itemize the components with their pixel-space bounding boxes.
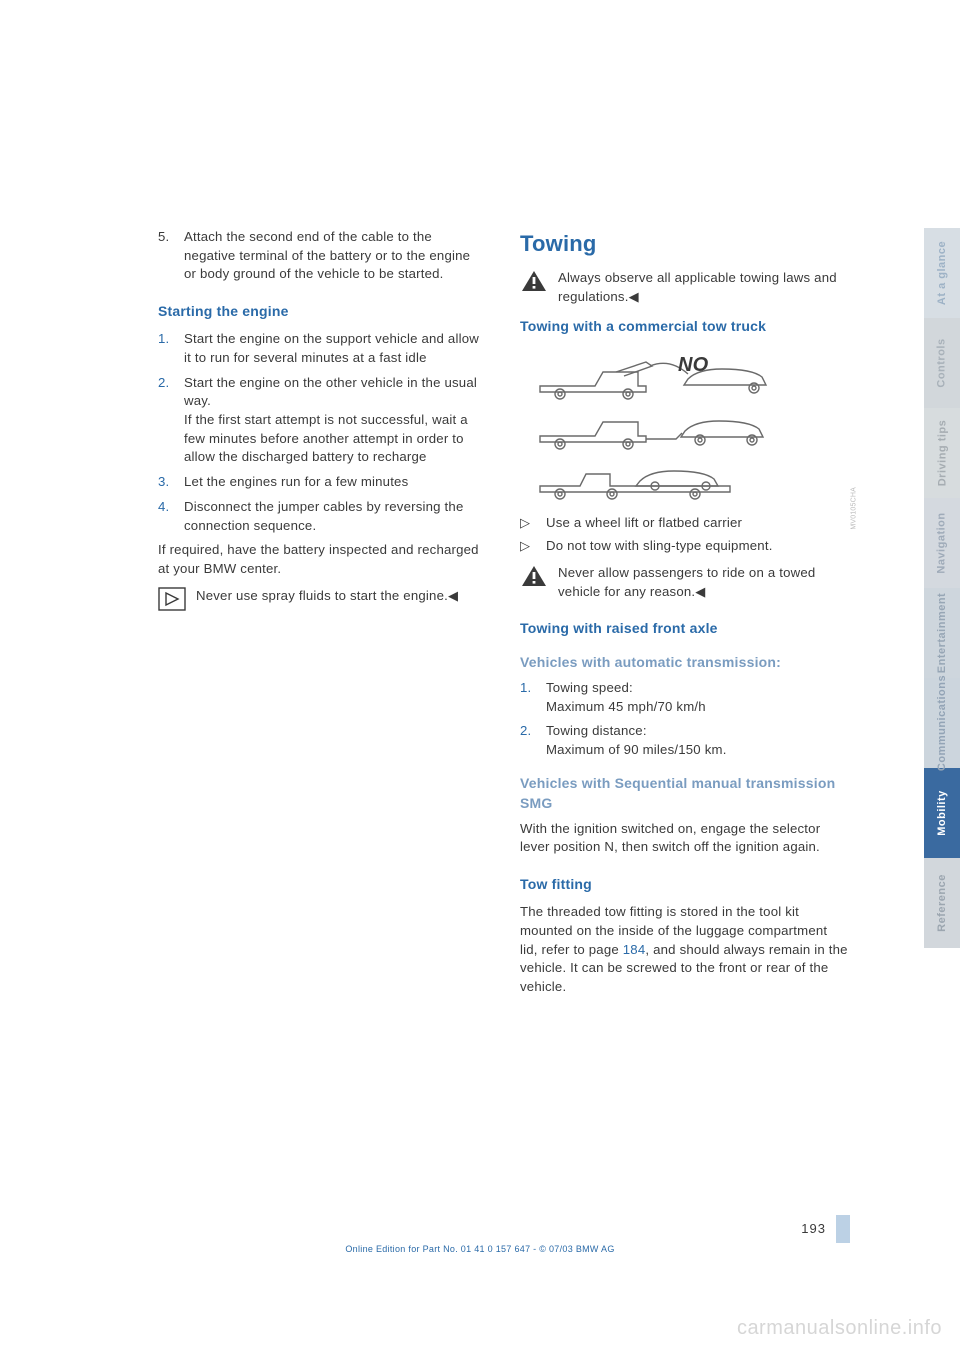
list-number: 1. — [158, 330, 184, 367]
page-number-bar — [836, 1215, 850, 1243]
list-item: 1.Towing speed:Maximum 45 mph/70 km/h — [520, 679, 848, 716]
warning-text: Never allow passengers to ride on a towe… — [558, 564, 848, 601]
paragraph: If required, have the battery inspected … — [158, 541, 486, 578]
list-number: 4. — [158, 498, 184, 535]
side-tab[interactable]: Mobility — [924, 768, 960, 858]
list-text: Do not tow with sling-type equipment. — [546, 537, 773, 556]
list-text: Disconnect the jumper cables by reversin… — [184, 498, 486, 535]
watermark: carmanualsonline.info — [737, 1317, 942, 1340]
list-item: ▷Do not tow with sling-type equipment. — [520, 537, 848, 556]
bullet-icon: ▷ — [520, 537, 546, 556]
ordered-list: 1.Towing speed:Maximum 45 mph/70 km/h2.T… — [520, 679, 848, 760]
list-item: 2.Start the engine on the other vehicle … — [158, 374, 486, 468]
side-tab[interactable]: Controls — [924, 318, 960, 408]
footer-text: Online Edition for Part No. 01 41 0 157 … — [0, 1244, 960, 1254]
side-tab[interactable]: Entertainment — [924, 588, 960, 678]
warning-box: Always observe all applicable towing law… — [520, 269, 848, 306]
side-tab-label: Navigation — [936, 512, 948, 573]
side-tab-label: Reference — [936, 874, 948, 932]
end-marker: ◀ — [448, 588, 458, 603]
side-tab-label: Controls — [936, 338, 948, 387]
subheading-smg: Vehicles with Sequential manual transmis… — [520, 774, 848, 814]
heading-commercial-tow: Towing with a commercial tow truck — [520, 317, 848, 337]
diagram-wrap: NO — [520, 345, 848, 515]
note-text: Never use spray fluids to start the engi… — [196, 587, 486, 611]
side-tab-label: Mobility — [936, 790, 948, 836]
note-body: Never use spray fluids to start the engi… — [196, 588, 448, 603]
side-tab[interactable]: Driving tips — [924, 408, 960, 498]
bullet-list: ▷Use a wheel lift or flatbed carrier▷Do … — [520, 514, 848, 555]
list-item: 2.Towing distance:Maximum of 90 miles/15… — [520, 722, 848, 759]
heading-starting-engine: Starting the engine — [158, 302, 486, 322]
list-text: Start the engine on the support vehicle … — [184, 330, 486, 367]
side-tab[interactable]: Navigation — [924, 498, 960, 588]
list-number: 3. — [158, 473, 184, 492]
list-number: 2. — [158, 374, 184, 468]
left-column: 5. Attach the second end of the cable to… — [158, 228, 486, 1003]
list-text: Towing distance:Maximum of 90 miles/150 … — [546, 722, 848, 759]
page: 5. Attach the second end of the cable to… — [0, 0, 960, 1358]
end-marker: ◀ — [629, 289, 639, 304]
page-reference-link[interactable]: 184 — [623, 942, 646, 957]
side-tab[interactable]: Reference — [924, 858, 960, 948]
paragraph: With the ignition switched on, engage th… — [520, 820, 848, 857]
bullet-icon: ▷ — [520, 514, 546, 533]
paragraph: The threaded tow fitting is stored in th… — [520, 903, 848, 997]
warning-icon — [520, 269, 548, 293]
list-text: Start the engine on the other vehicle in… — [184, 374, 486, 468]
list-number: 5. — [158, 228, 184, 284]
warning-text: Always observe all applicable towing law… — [558, 269, 848, 306]
image-credit: MV0105CHA — [850, 487, 860, 530]
list-item: ▷Use a wheel lift or flatbed carrier — [520, 514, 848, 533]
warning-icon — [520, 564, 548, 588]
note-box: Never use spray fluids to start the engi… — [158, 587, 486, 611]
side-tab-label: Entertainment — [936, 593, 948, 673]
right-column: Towing Always observe all applicable tow… — [520, 228, 848, 1003]
page-number: 193 — [801, 1221, 832, 1236]
list-text: Use a wheel lift or flatbed carrier — [546, 514, 742, 533]
list-item: 1.Start the engine on the support vehicl… — [158, 330, 486, 367]
content-area: 5. Attach the second end of the cable to… — [158, 228, 848, 1003]
warning-body: Never allow passengers to ride on a towe… — [558, 565, 815, 599]
warning-body: Always observe all applicable towing law… — [558, 270, 837, 304]
subheading-automatic: Vehicles with automatic transmission: — [520, 653, 848, 673]
ordered-list: 1.Start the engine on the support vehicl… — [158, 330, 486, 535]
note-icon — [158, 587, 186, 611]
end-marker: ◀ — [695, 584, 705, 599]
list-item: 5. Attach the second end of the cable to… — [158, 228, 486, 284]
side-tabs: At a glance Controls Driving tips Navigatio… — [924, 228, 960, 948]
side-tab-label: Communications — [936, 675, 948, 771]
side-tab-label: Driving tips — [936, 420, 948, 487]
side-tab[interactable]: At a glance — [924, 228, 960, 318]
side-tab-label: At a glance — [936, 241, 948, 305]
heading-tow-fitting: Tow fitting — [520, 875, 848, 895]
heading-towing: Towing — [520, 228, 848, 259]
page-number-area: 193 — [490, 1215, 850, 1243]
towing-diagram: NO — [520, 351, 848, 501]
no-label: NO — [678, 354, 709, 376]
list-number: 1. — [520, 679, 546, 716]
list-text: Let the engines run for a few minutes — [184, 473, 486, 492]
list-item: 4.Disconnect the jumper cables by revers… — [158, 498, 486, 535]
side-tab[interactable]: Communications — [924, 678, 960, 768]
list-text: Towing speed:Maximum 45 mph/70 km/h — [546, 679, 848, 716]
warning-box: Never allow passengers to ride on a towe… — [520, 564, 848, 601]
list-text: Attach the second end of the cable to th… — [184, 228, 486, 284]
heading-raised-axle: Towing with raised front axle — [520, 619, 848, 639]
list-number: 2. — [520, 722, 546, 759]
list-item: 3.Let the engines run for a few minutes — [158, 473, 486, 492]
